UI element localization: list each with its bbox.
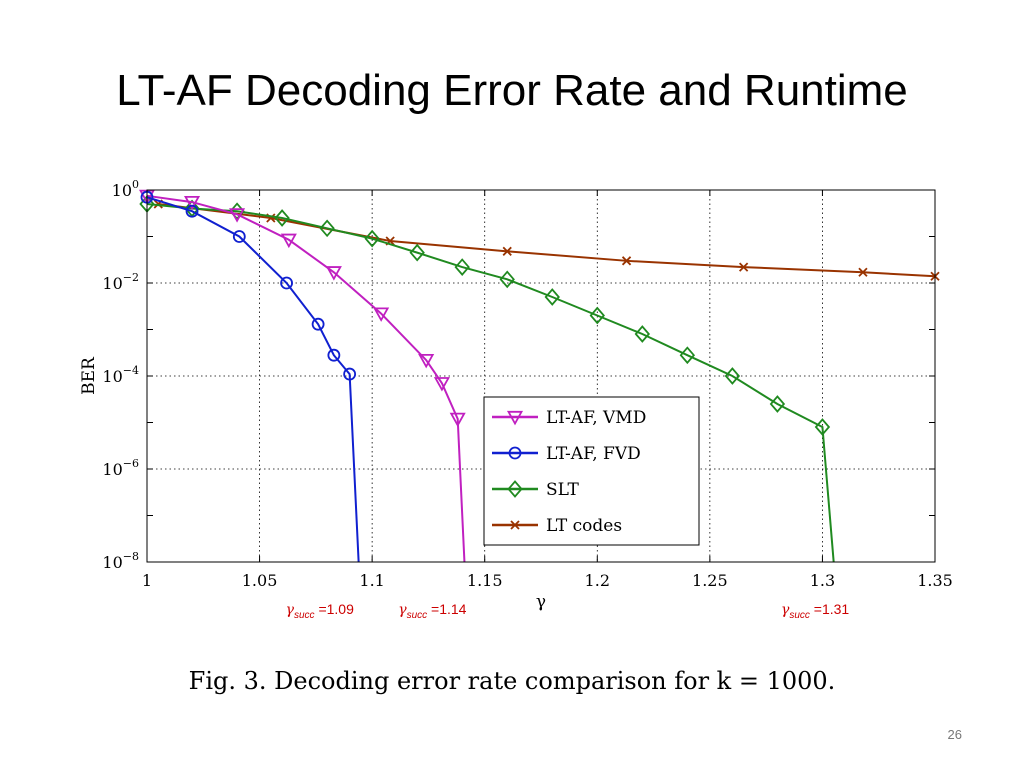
data-point	[343, 367, 357, 381]
legend-marker	[507, 480, 523, 498]
data-point	[769, 395, 786, 413]
figure-caption: Fig. 3. Decoding error rate comparison f…	[188, 667, 836, 695]
data-point	[327, 348, 341, 362]
data-point	[311, 317, 325, 331]
data-point	[454, 258, 470, 276]
data-point	[280, 233, 297, 249]
data-point	[449, 412, 466, 428]
slide-title: LT-AF Decoding Error Rate and Runtime	[116, 66, 908, 115]
data-point	[589, 306, 605, 325]
legend-label: SLT	[546, 480, 580, 500]
legend-label: LT-AF, FVD	[546, 444, 641, 464]
data-point	[433, 377, 450, 392]
grid	[147, 190, 935, 562]
data-point	[232, 230, 246, 243]
y-tick-label: 10−8	[102, 550, 139, 572]
series-lt-af-fvd	[140, 190, 360, 563]
data-point	[502, 246, 512, 256]
data-point	[229, 208, 246, 223]
legend-item: LT-AF, FVD	[492, 444, 641, 464]
data-point	[724, 367, 741, 385]
gamma-succ-label: γsucc =1.31	[780, 601, 850, 621]
data-point	[373, 307, 390, 322]
legend-label: LT codes	[546, 516, 622, 536]
data-point	[679, 346, 696, 365]
data-point	[409, 243, 425, 262]
x-tick-label: 1.3	[810, 571, 835, 590]
legend-item: SLT	[492, 480, 580, 500]
series-slt	[139, 195, 835, 563]
x-tick-label: 1.05	[242, 571, 278, 590]
gamma-succ-label: γsucc =1.14	[398, 601, 467, 621]
y-tick-label: 10−6	[102, 457, 139, 479]
slide-number: 26	[947, 727, 962, 742]
data-point	[621, 256, 632, 266]
data-point	[634, 325, 651, 343]
data-point	[185, 204, 199, 218]
series-lt-af-vmd	[138, 189, 466, 563]
y-axis-label: BER	[79, 356, 99, 395]
data-point	[183, 195, 201, 211]
data-point	[319, 219, 335, 238]
legend-marker	[506, 410, 524, 426]
x-tick-label: 1.2	[585, 571, 610, 590]
x-tick-label: 1.1	[359, 571, 384, 590]
series-line	[146, 196, 360, 563]
data-point	[499, 270, 515, 289]
x-tick-label: 1.35	[917, 571, 953, 590]
x-tick-label: 1.25	[692, 571, 728, 590]
y-tick-label: 10−4	[102, 364, 139, 386]
legend: LT-AF, VMD LT-AF, FVD SLT LT codes	[483, 396, 700, 546]
data-point	[418, 353, 435, 369]
data-point	[738, 262, 749, 272]
x-axis-label: γ	[536, 592, 546, 612]
legend-item: LT codes	[492, 516, 622, 536]
data-point	[280, 276, 293, 290]
legend-label: LT-AF, VMD	[546, 408, 646, 428]
gamma-succ-label: γsucc =1.09	[285, 601, 354, 621]
data-point	[364, 229, 380, 248]
x-tick-label: 1	[142, 571, 152, 590]
data-point	[274, 209, 290, 227]
y-tick-label: 100	[112, 178, 139, 200]
data-point	[544, 288, 560, 306]
y-tick-label: 10−2	[102, 271, 139, 293]
legend-item: LT-AF, VMD	[492, 408, 646, 428]
series-line	[146, 203, 835, 563]
series-line	[146, 194, 466, 563]
legend-marker	[508, 446, 522, 460]
data-point	[858, 267, 868, 277]
data-point	[325, 266, 342, 281]
ticks: 1 1.05 1.1 1.15 1.2 1.25 1.3 1.35 100 10−2 10−4 10−…	[102, 178, 952, 590]
legend-box	[483, 396, 700, 546]
series-layer	[138, 189, 940, 563]
legend-marker	[510, 520, 520, 530]
data-point	[814, 418, 831, 436]
series-line	[158, 203, 936, 278]
x-tick-label: 1.15	[467, 571, 503, 590]
